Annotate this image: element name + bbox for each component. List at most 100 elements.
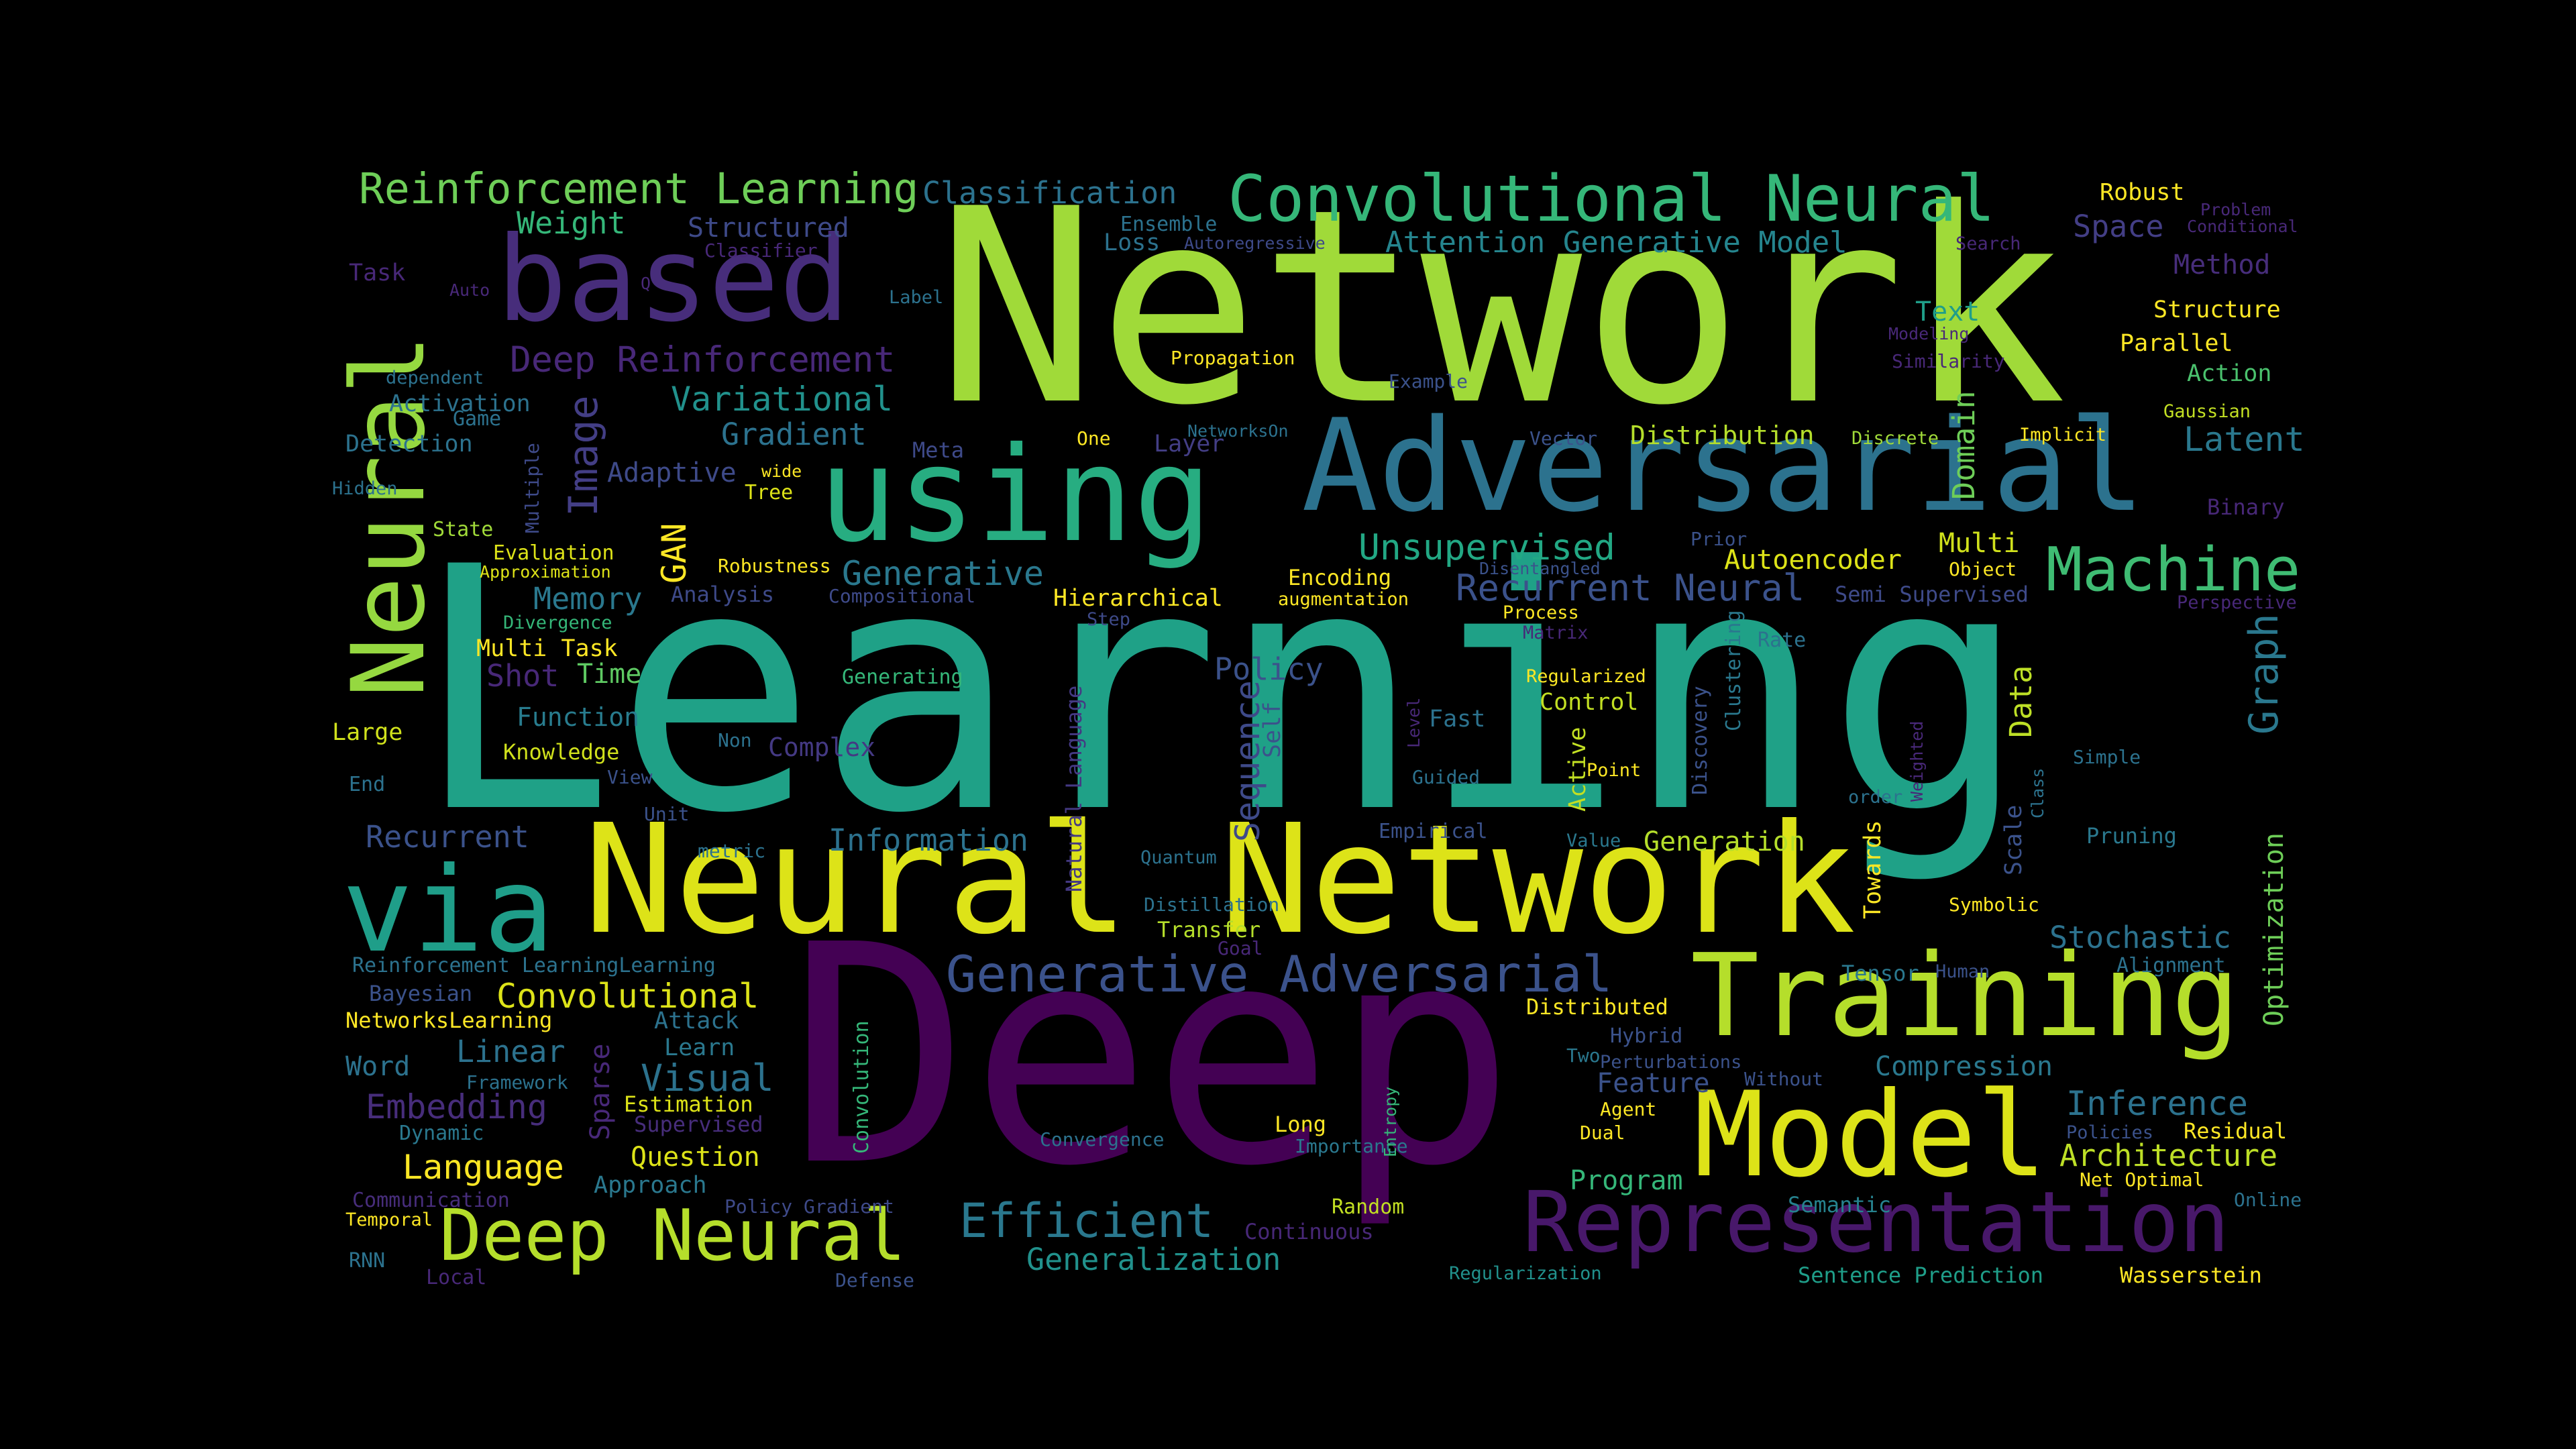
word-attack: Attack xyxy=(654,1008,739,1034)
word-divergence: Divergence xyxy=(503,612,612,633)
word-matrix: Matrix xyxy=(1523,623,1589,643)
word-data: Data xyxy=(2003,665,2039,738)
word-convolution: Convolution xyxy=(850,1020,873,1154)
word-knowledge: Knowledge xyxy=(503,739,620,765)
word-one: One xyxy=(1077,427,1111,449)
word-variational: Variational xyxy=(671,380,894,419)
word-meta: Meta xyxy=(912,437,965,463)
word-networkson: NetworksOn xyxy=(1187,421,1289,441)
word-dynamic: Dynamic xyxy=(399,1122,484,1145)
word-clustering: Clustering xyxy=(1722,610,1746,731)
word-dual: Dual xyxy=(1580,1122,1625,1144)
word-policy-gradient: Policy Gradient xyxy=(724,1195,894,1218)
word-agent: Agent xyxy=(1600,1098,1657,1120)
word-point: Point xyxy=(1587,760,1642,781)
word-game: Game xyxy=(453,407,502,431)
word-task: Task xyxy=(349,260,406,286)
word-program: Program xyxy=(1570,1165,1683,1196)
word-domain: Domain xyxy=(1946,390,1982,500)
word-robustness: Robustness xyxy=(718,555,831,577)
word-learn: Learn xyxy=(664,1034,735,1061)
word-generalization: Generalization xyxy=(1026,1242,1281,1277)
word-random: Random xyxy=(1332,1195,1405,1219)
word-adversarial: Adversarial xyxy=(1301,392,2146,540)
word-approach: Approach xyxy=(594,1172,707,1199)
word-efficient: Efficient xyxy=(959,1193,1214,1248)
word-supervised: Supervised xyxy=(634,1112,763,1137)
word-value: Value xyxy=(1566,830,1621,851)
word-analysis: Analysis xyxy=(671,582,775,607)
word-distribution: Distribution xyxy=(1630,421,1815,450)
word-optimization: Optimization xyxy=(2259,833,2290,1026)
word-similarity: Similarity xyxy=(1892,350,2005,372)
word-perspective: Perspective xyxy=(2177,592,2297,613)
word-language: Language xyxy=(402,1148,564,1187)
word-tensor: Tensor xyxy=(1841,961,1919,986)
word-neural-network: Neural Network xyxy=(584,792,1856,968)
word-empirical: Empirical xyxy=(1379,820,1488,843)
word-wide: wide xyxy=(761,462,802,481)
word-function: Function xyxy=(517,702,640,732)
word-semantic: Semantic xyxy=(1788,1192,1892,1218)
word-model: Model xyxy=(1694,1067,2047,1203)
word-label: Label xyxy=(889,287,944,308)
word-continuous: Continuous xyxy=(1244,1219,1374,1244)
word-self: Self xyxy=(1259,701,1286,758)
word-net-optimal: Net Optimal xyxy=(2080,1169,2204,1191)
word-alignment: Alignment xyxy=(2116,954,2226,977)
word-quantum: Quantum xyxy=(1140,847,1217,868)
word-discovery: Discovery xyxy=(1688,686,1712,795)
word-neural: Neural xyxy=(331,334,447,698)
word-networkslearning: NetworksLearning xyxy=(345,1008,553,1033)
word-structured: Structured xyxy=(688,213,849,244)
word-approximation: Approximation xyxy=(480,562,611,582)
word-binary: Binary xyxy=(2207,494,2285,520)
word-multi: Multi xyxy=(1939,528,2020,559)
word-classifier: Classifier xyxy=(704,239,818,262)
word-network: Network xyxy=(936,152,2067,464)
word-generation: Generation xyxy=(1644,826,1805,857)
word-deep-reinforcement: Deep Reinforcement xyxy=(510,339,896,380)
word-guided: Guided xyxy=(1412,766,1481,788)
word-discrete: Discrete xyxy=(1851,428,1939,449)
word-regularized: Regularized xyxy=(1526,666,1646,687)
word-transfer: Transfer xyxy=(1157,917,1261,943)
word-architecture: Architecture xyxy=(2059,1138,2278,1173)
word-implicit: Implicit xyxy=(2019,425,2107,445)
word-vector: Vector xyxy=(1529,427,1598,449)
word-deep: Deep xyxy=(788,881,1515,1232)
word-distillation: Distillation xyxy=(1144,894,1280,916)
word-view: View xyxy=(607,766,653,788)
word-generative: Generative xyxy=(842,554,1044,593)
word-policies: Policies xyxy=(2066,1122,2154,1143)
word-human: Human xyxy=(1935,961,1990,982)
word-distributed: Distributed xyxy=(1526,994,1668,1020)
word-gan: GAN xyxy=(655,523,694,584)
word-convolutional-neural: Convolutional Neural xyxy=(1228,162,1995,236)
word-sparse: Sparse xyxy=(585,1043,616,1141)
word-augmentation: augmentation xyxy=(1278,589,1409,610)
word-perturbations: Perturbations xyxy=(1600,1052,1742,1073)
word-ensemble: Ensemble xyxy=(1120,213,1218,236)
word-stochastic: Stochastic xyxy=(2049,920,2231,955)
word-space: Space xyxy=(2073,209,2164,244)
word-convergence: Convergence xyxy=(1040,1128,1165,1150)
word-text: Text xyxy=(1915,297,1980,327)
word-temporal: Temporal xyxy=(345,1210,433,1230)
word-reinforcement-learning: Reinforcement Learning xyxy=(359,164,919,213)
word-wasserstein: Wasserstein xyxy=(2120,1263,2262,1288)
word-structure: Structure xyxy=(2153,297,2281,323)
word-fast: Fast xyxy=(1429,706,1486,733)
word-machine: Machine xyxy=(2046,535,2301,605)
word-towards: Towards xyxy=(1860,820,1886,919)
word-reinforcement-learninglearning: Reinforcement LearningLearning xyxy=(352,954,716,977)
word-graph: Graph xyxy=(2241,613,2288,735)
word-auto: Auto xyxy=(449,280,490,300)
word-deep-neural: Deep Neural xyxy=(439,1195,906,1277)
word-linear: Linear xyxy=(456,1034,566,1069)
word-robust: Robust xyxy=(2100,179,2185,206)
word-image: Image xyxy=(560,395,607,517)
word-example: Example xyxy=(1389,370,1468,392)
word-bayesian: Bayesian xyxy=(369,981,473,1006)
